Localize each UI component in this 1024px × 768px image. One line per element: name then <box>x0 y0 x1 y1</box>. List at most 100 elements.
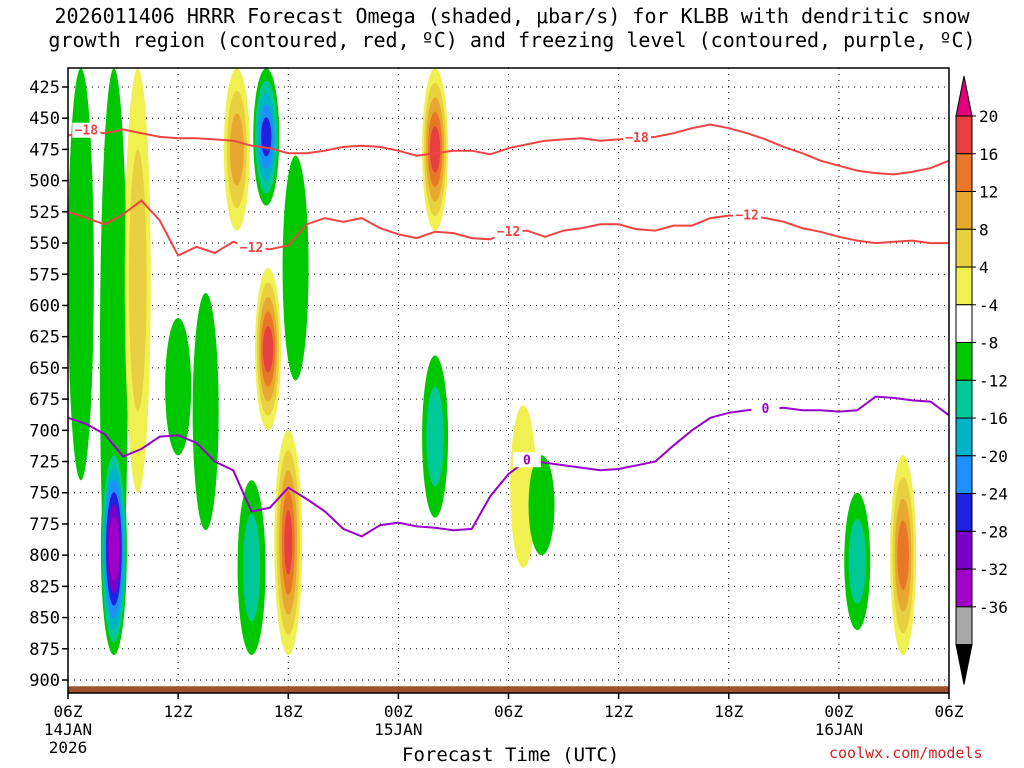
y-tick-label-800: 800 <box>29 546 60 566</box>
contour-label-bg--12-1 <box>494 223 523 239</box>
contour-line--18 <box>68 123 949 176</box>
omega-level-c9-1 <box>242 513 261 622</box>
colorbar-swatch-4 <box>955 266 973 306</box>
colorbar-swatch-12 <box>955 568 973 608</box>
omega-cell-c7 <box>223 68 250 231</box>
temperature-contours: −18 −18 −12 −12 −12 0 0 <box>68 122 949 538</box>
contour-label-0-0: 0 <box>523 453 531 468</box>
omega-cell-c9 <box>237 480 266 656</box>
omega-cell-c16 <box>528 455 555 556</box>
omega-shading <box>68 68 917 656</box>
x-tick-label-3: 00Z <box>384 702 413 721</box>
contour-label-bg-0-0 <box>512 452 541 468</box>
omega-cell-c3 <box>100 442 127 656</box>
x-tick-sublabel-0-0: 14JAN <box>44 720 92 739</box>
y-tick-label-650: 650 <box>29 359 60 379</box>
colorbar-label-4: 4 <box>979 258 989 277</box>
omega-level-c17-3 <box>897 520 909 590</box>
colorbar-label-3: 8 <box>979 220 989 239</box>
x-tick-label-2: 18Z <box>274 702 303 721</box>
omega-level-c5-0 <box>165 317 192 456</box>
title-line-2: growth region (contoured, red, ºC) and f… <box>48 28 976 52</box>
colorbar-swatch-7 <box>955 379 973 419</box>
omega-level-c8-4 <box>261 117 272 157</box>
y-tick-label-475: 475 <box>29 140 60 160</box>
omega-level-c11-4 <box>284 510 293 575</box>
title-line-1: 2026011406 HRRR Forecast Omega (shaded, … <box>54 4 970 28</box>
colorbar-label-9: -20 <box>979 447 1008 466</box>
omega-cell-c12 <box>282 155 309 381</box>
omega-level-c14-1 <box>426 386 444 487</box>
colorbar-label-13: -36 <box>979 598 1008 617</box>
omega-level-c10-4 <box>262 325 274 373</box>
x-tick-label-0: 06Z <box>54 702 83 721</box>
omega-cell-c13 <box>422 68 449 231</box>
colorbar-swatch-3 <box>955 228 973 268</box>
x-tick-sublabel-7-0: 16JAN <box>815 720 863 739</box>
omega-cell-c5 <box>165 317 192 456</box>
omega-cell-c1 <box>68 68 94 481</box>
colorbar-label-5: -4 <box>979 296 998 315</box>
y-tick-label-625: 625 <box>29 328 60 348</box>
omega-cell-c14 <box>422 355 449 518</box>
colorbar-label-0: 20 <box>979 107 998 126</box>
y-tick-label-850: 850 <box>29 609 60 629</box>
omega-level-c18-1 <box>848 519 866 604</box>
contour-line-0 <box>68 395 949 538</box>
omega-cell-c18 <box>844 492 871 631</box>
x-tick-label-8: 06Z <box>935 702 964 721</box>
colorbar-swatch-11 <box>955 530 973 570</box>
y-tick-label-725: 725 <box>29 453 60 473</box>
y-tick-label-500: 500 <box>29 172 60 192</box>
terrain-band <box>68 686 949 693</box>
colorbar-label-6: -8 <box>979 334 998 353</box>
colorbar-label-1: 16 <box>979 145 998 164</box>
x-tick-label-1: 12Z <box>164 702 193 721</box>
omega-level-c4-1 <box>128 149 147 412</box>
credit-link[interactable]: coolwx.com/models <box>829 744 983 762</box>
omega-level-c13-4 <box>429 126 441 173</box>
omega-cell-c17 <box>890 455 917 656</box>
contour-label--18-0: −18 <box>75 124 99 139</box>
y-tick-label-825: 825 <box>29 577 60 597</box>
y-tick-label-425: 425 <box>29 78 60 98</box>
colorbar-arrow-bottom <box>955 644 973 685</box>
omega-cell-c10 <box>255 268 282 431</box>
y-tick-label-900: 900 <box>29 671 60 691</box>
chart-title: 2026011406 HRRR Forecast Omega (shaded, … <box>0 4 1024 52</box>
contour-label--18-1: −18 <box>625 131 649 146</box>
colorbar-swatch-6 <box>955 342 973 381</box>
colorbar-label-2: 12 <box>979 183 998 202</box>
contour-label-bg--18-1 <box>622 130 651 146</box>
contour-label-0-1: 0 <box>762 402 770 417</box>
colorbar-label-10: -24 <box>979 485 1008 504</box>
colorbar-swatch-9 <box>955 455 973 495</box>
y-tick-label-550: 550 <box>29 234 60 254</box>
y-tick-label-675: 675 <box>29 390 60 410</box>
omega-cell-c6 <box>192 292 219 531</box>
contour-label--12-1: −12 <box>497 225 520 240</box>
y-tick-label-600: 600 <box>29 296 60 316</box>
y-tick-label-775: 775 <box>29 515 60 535</box>
omega-level-c6-0 <box>192 292 219 531</box>
colorbar-swatch-2 <box>955 191 973 230</box>
contour-label--12-2: −12 <box>735 209 758 224</box>
omega-cell-c15 <box>510 405 537 568</box>
colorbar-arrow-top <box>955 75 973 117</box>
omega-level-c7-2 <box>229 113 244 186</box>
x-tick-label-7: 00Z <box>824 702 853 721</box>
omega-level-c1-0 <box>68 68 94 481</box>
omega-level-c12-0 <box>282 155 309 381</box>
colorbar-swatch-0 <box>955 115 973 155</box>
y-tick-label-575: 575 <box>29 265 60 285</box>
colorbar-swatch-10 <box>955 493 973 532</box>
x-tick-label-5: 12Z <box>604 702 633 721</box>
x-tick-label-4: 06Z <box>494 702 523 721</box>
x-axis-label: Forecast Time (UTC) <box>402 744 620 766</box>
omega-cell-c11 <box>274 430 303 656</box>
colorbar-label-8: -16 <box>979 409 1008 428</box>
y-tick-label-525: 525 <box>29 203 60 223</box>
colorbar-label-7: -12 <box>979 371 1008 390</box>
